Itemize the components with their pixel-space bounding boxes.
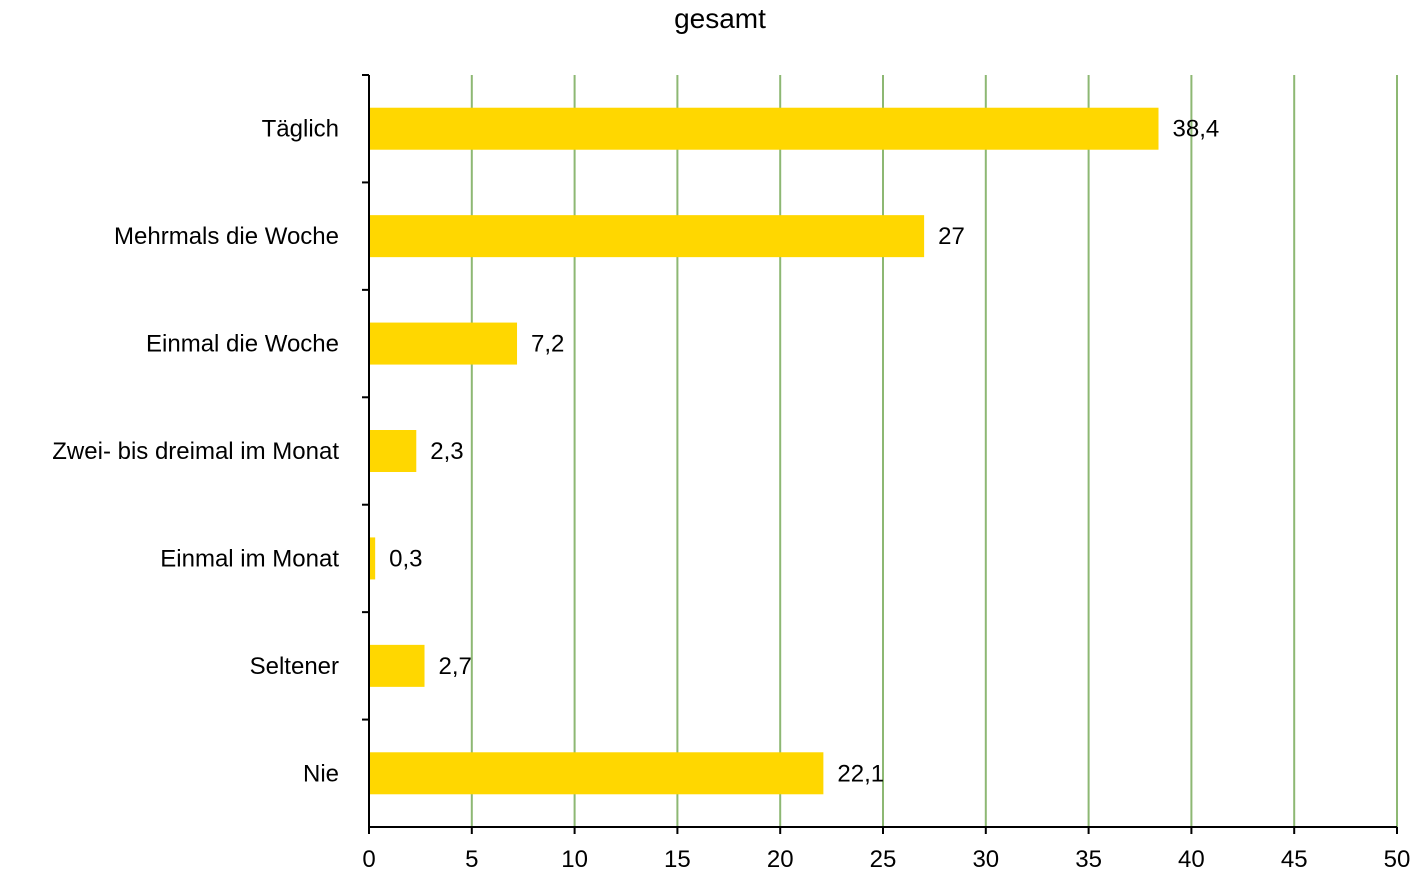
x-tick-label: 25 <box>870 846 897 873</box>
value-label: 38,4 <box>1173 116 1220 143</box>
bar <box>369 215 925 258</box>
x-tick-label: 10 <box>561 846 588 873</box>
category-label: Nie <box>303 760 339 787</box>
value-label: 22,1 <box>837 760 884 787</box>
value-label: 2,7 <box>439 653 472 680</box>
x-tick-label: 35 <box>1075 846 1102 873</box>
category-label: Täglich <box>262 116 339 143</box>
x-tick-label: 40 <box>1178 846 1205 873</box>
bar <box>369 644 425 687</box>
labels: 0 5 10 15 20 25 30 35 40 45 50 Täglich 38,4 Mehrmals … <box>52 116 1410 873</box>
value-label: 2,3 <box>430 438 463 465</box>
chart-title: gesamt <box>674 3 766 34</box>
bar <box>369 537 376 580</box>
x-tick-label: 5 <box>465 846 478 873</box>
bar <box>369 107 1159 150</box>
x-tick-label: 0 <box>362 846 375 873</box>
axes <box>362 74 1398 834</box>
category-label: Einmal die Woche <box>146 331 339 358</box>
value-label: 0,3 <box>389 545 422 572</box>
x-tick-label: 45 <box>1281 846 1308 873</box>
bar <box>369 322 518 365</box>
x-tick-label: 15 <box>664 846 691 873</box>
x-tick-label: 20 <box>767 846 794 873</box>
bar <box>369 430 417 472</box>
bar <box>369 752 824 795</box>
category-label: Mehrmals die Woche <box>114 223 339 250</box>
value-label: 27 <box>938 223 965 250</box>
value-label: 7,2 <box>531 331 564 358</box>
category-label: Zwei- bis dreimal im Monat <box>52 438 339 465</box>
x-tick-label: 50 <box>1384 846 1411 873</box>
category-label: Einmal im Monat <box>160 545 339 572</box>
grid-lines <box>470 75 1398 827</box>
bars <box>369 107 1159 795</box>
category-label: Seltener <box>250 653 339 680</box>
x-tick-label: 30 <box>972 846 999 873</box>
